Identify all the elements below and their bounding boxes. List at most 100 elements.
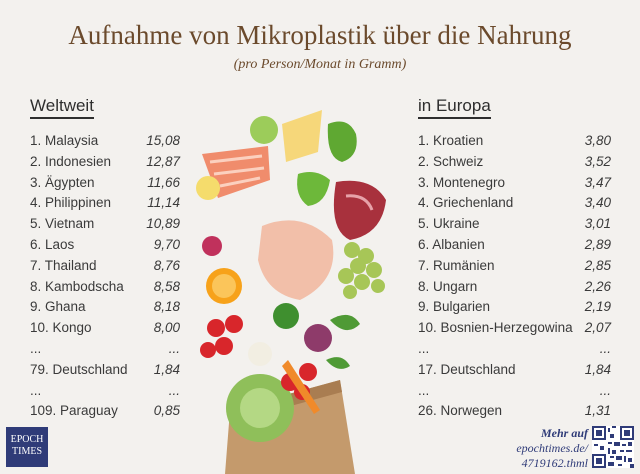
worldwide-ranking-list: 1. Malaysia 15,08 2. Indonesien 12,87 3. Ägy… [30, 131, 180, 422]
qr-code-icon[interactable] [592, 426, 634, 468]
europe-row: 17. Deutschland 1,84 [418, 360, 611, 381]
europe-country: 5. Ukraine [418, 216, 480, 232]
worldwide-row: 79. Deutschland 1,84 [30, 360, 180, 381]
lemon [196, 176, 220, 200]
worldwide-row: 5. Vietnam 10,89 [30, 214, 180, 235]
europe-country: 2. Schweiz [418, 153, 484, 169]
worldwide-row: 6. Laos 9,70 [30, 235, 180, 256]
worldwide-country: 8. Kambodscha [30, 278, 124, 294]
worldwide-row: 8. Kambodscha 8,58 [30, 277, 180, 298]
page-subtitle: (pro Person/Monat in Gramm) [233, 57, 407, 72]
europe-value: 3,80 [584, 133, 611, 148]
worldwide-row: ...... [30, 381, 180, 402]
cauliflower [248, 342, 272, 366]
europe-heading: in Europa [418, 96, 491, 119]
worldwide-value: 9,70 [153, 236, 180, 252]
more-info-url-line-2: 4719162.thml [521, 456, 588, 470]
worldwide-country: 79. Deutschland [30, 361, 128, 377]
broccoli [273, 303, 299, 329]
worldwide-row: 1. Malaysia 15,08 [30, 131, 180, 152]
more-info-link[interactable]: Mehr auf epochtimes.de/ 4719162.thml [516, 426, 588, 471]
europe-value: 2,26 [584, 278, 611, 294]
europe-country: 26. Norwegen [418, 403, 503, 419]
europe-value: 3,40 [584, 195, 611, 211]
grapes [338, 242, 385, 299]
worldwide-row: 7. Thailand 8,76 [30, 256, 180, 277]
europe-country: 17. Deutschland [418, 361, 516, 377]
worldwide-value: 8,18 [153, 299, 180, 315]
worldwide-country: 1. Malaysia [30, 133, 99, 148]
food-illustration [196, 110, 386, 474]
worldwide-row: 2. Indonesien 12,87 [30, 152, 180, 173]
worldwide-country: 3. Ägypten [30, 174, 95, 190]
raw-chicken [258, 220, 334, 300]
worldwide-heading: Weltweit [30, 96, 94, 119]
worldwide-value: 8,58 [153, 278, 180, 294]
worldwide-value: 12,87 [146, 153, 180, 169]
page-title: Aufnahme von Mikroplastik über die Nahru… [68, 20, 572, 50]
europe-value: 2,07 [584, 320, 611, 336]
worldwide-value: 11,66 [147, 174, 180, 190]
europe-row: 26. Norwegen 1,31 [418, 401, 611, 422]
worldwide-row: 109. Paraguay 0,85 [30, 401, 180, 422]
worldwide-value: 8,76 [153, 257, 180, 273]
europe-row: 1. Kroatien 3,80 [418, 131, 611, 152]
worldwide-country: 6. Laos [30, 236, 75, 252]
worldwide-value: 10,89 [146, 216, 180, 232]
worldwide-value: 1,84 [153, 361, 180, 377]
green-apple [250, 116, 278, 144]
green-pepper [327, 121, 357, 162]
worldwide-country: 109. Paraguay [30, 403, 118, 419]
red-onion [304, 324, 332, 352]
worldwide-value: 15,08 [146, 133, 180, 148]
worldwide-row: 9. Ghana 8,18 [30, 297, 180, 318]
europe-row: 9. Bulgarien 2,19 [418, 297, 611, 318]
europe-country: 1. Kroatien [418, 133, 484, 148]
worldwide-country: ... [30, 382, 42, 398]
europe-country: 10. Bosnien-Herzegowina [418, 320, 573, 336]
worldwide-country: 5. Vietnam [30, 216, 95, 232]
europe-row: 3. Montenegro 3,47 [418, 173, 611, 194]
worldwide-row: 4. Philippinen 11,14 [30, 193, 180, 214]
europe-value: ... [599, 382, 611, 398]
europe-value: ... [599, 340, 611, 356]
worldwide-value: 11,14 [147, 195, 180, 211]
europe-value: 3,47 [584, 174, 611, 190]
worldwide-value: ... [168, 340, 180, 356]
radish [202, 236, 222, 256]
europe-row: ...... [418, 381, 611, 402]
worldwide-row: 3. Ägypten 11,66 [30, 173, 180, 194]
europe-row: 10. Bosnien-Herzegowina 2,07 [418, 318, 611, 339]
europe-country: ... [418, 382, 430, 398]
worldwide-value: 0,85 [153, 403, 180, 419]
europe-value: 3,01 [584, 216, 611, 232]
more-info-url-line-1: epochtimes.de/ [516, 441, 588, 455]
europe-country: 3. Montenegro [418, 174, 506, 190]
europe-row: 8. Ungarn 2,26 [418, 277, 611, 298]
europe-row: 4. Griechenland 3,40 [418, 193, 611, 214]
europe-value: 2,89 [584, 236, 611, 252]
cheese-wedge [282, 110, 322, 162]
worldwide-row: 10. Kongo 8,00 [30, 318, 180, 339]
worldwide-country: 2. Indonesien [30, 153, 112, 169]
europe-country: 9. Bulgarien [418, 299, 491, 315]
worldwide-country: 10. Kongo [30, 320, 92, 336]
worldwide-value: 8,00 [153, 320, 180, 336]
more-info-heading: Mehr auf [540, 426, 588, 440]
europe-value: 1,31 [584, 403, 611, 419]
europe-country: 7. Rumänien [418, 257, 495, 273]
worldwide-country: 4. Philippinen [30, 195, 112, 211]
europe-value: 3,52 [584, 153, 611, 169]
europe-row: 5. Ukraine 3,01 [418, 214, 611, 235]
worldwide-row: ...... [30, 339, 180, 360]
europe-country: 6. Albanien [418, 236, 485, 252]
europe-value: 2,19 [584, 299, 611, 315]
steak [333, 180, 386, 240]
europe-row: 2. Schweiz 3,52 [418, 152, 611, 173]
epoch-times-logo: EPOCH TIMES [6, 427, 48, 467]
europe-row: 6. Albanien 2,89 [418, 235, 611, 256]
carrot [282, 360, 320, 414]
worldwide-country: 9. Ghana [30, 299, 86, 315]
europe-value: 2,85 [584, 257, 611, 273]
logo-line-1: EPOCH [10, 434, 44, 445]
